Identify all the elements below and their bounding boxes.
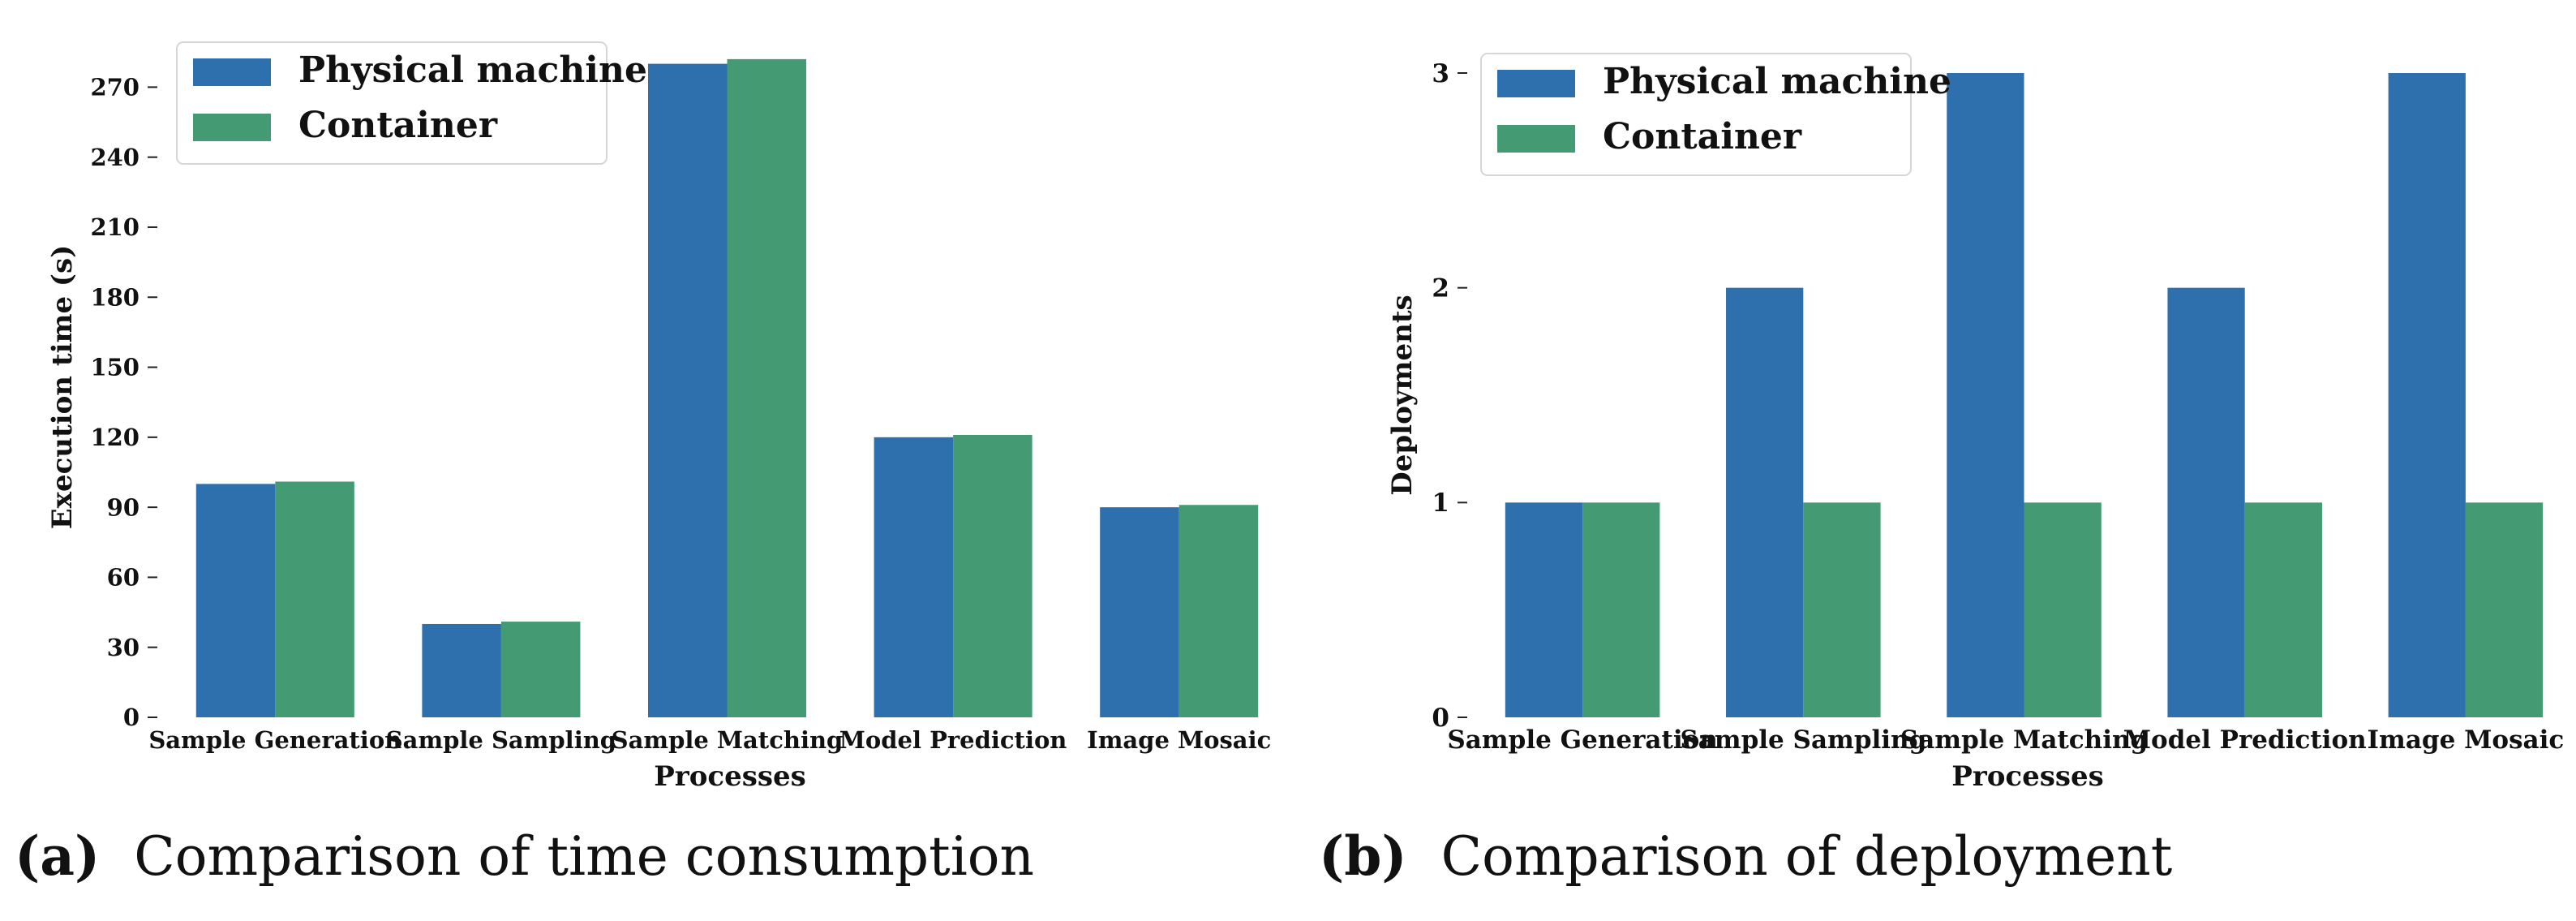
caption-b: (b) Comparison of deployment (1319, 829, 2172, 884)
y-tick-label-5: 150 (90, 354, 140, 381)
bar-physical-1 (422, 623, 501, 717)
y-tick-label-4: 120 (90, 424, 140, 451)
y-tick-label-1: 30 (107, 634, 140, 661)
bar-physical-0 (195, 484, 276, 717)
bar-physical-1 (1726, 287, 1804, 718)
legend-swatch-physical (193, 58, 271, 86)
bar-container-4 (2465, 502, 2544, 717)
bar-container-4 (1179, 505, 1259, 717)
bar-physical-2 (1947, 73, 2024, 717)
legend-label-physical: Physical machine (1603, 61, 1951, 102)
y-tick-label-2: 2 (1432, 274, 1449, 303)
legend-box (1480, 53, 1912, 176)
caption-b-text: Comparison of deployment (1440, 825, 2173, 888)
legend-swatch-physical (1497, 70, 1575, 97)
legend-label-container: Container (1603, 116, 1802, 157)
bar-container-2 (2024, 502, 2102, 717)
y-tick-label-9: 270 (90, 74, 140, 101)
bar-container-2 (727, 58, 807, 717)
caption-b-letter: (b) (1319, 824, 1407, 888)
bar-container-0 (275, 481, 354, 717)
bar-physical-3 (2167, 287, 2245, 718)
x-tick-label-1: Sample Sampling (386, 726, 616, 754)
x-tick-label-3: Model Prediction (2123, 725, 2367, 755)
x-tick-label-3: Model Prediction (839, 726, 1067, 754)
bar-container-3 (953, 434, 1033, 717)
legend-label-container: Container (298, 105, 498, 146)
x-tick-label-0: Sample Generation (148, 726, 401, 754)
legend-swatch-container (193, 114, 271, 141)
x-tick-label-4: Image Mosaic (2368, 725, 2565, 755)
bar-physical-2 (647, 63, 728, 718)
caption-a-text: Comparison of time consumption (134, 825, 1035, 888)
y-tick-label-0: 0 (1432, 704, 1449, 733)
x-tick-label-2: Sample Matching (612, 726, 844, 754)
bar-physical-4 (2388, 73, 2466, 717)
y-tick-label-3: 90 (107, 493, 140, 521)
y-tick-label-6: 180 (90, 283, 140, 311)
x-axis-label: Processes (654, 760, 806, 793)
legend-swatch-container (1497, 125, 1575, 153)
x-tick-label-4: Image Mosaic (1087, 726, 1271, 754)
bar-container-3 (2244, 502, 2322, 717)
legend-box (176, 41, 608, 165)
y-tick-label-7: 210 (90, 213, 140, 241)
bar-container-1 (500, 622, 581, 717)
legend-label-physical: Physical machine (298, 49, 647, 91)
x-tick-label-0: Sample Generation (1447, 725, 1717, 755)
bar-container-1 (1803, 502, 1881, 717)
x-axis-label: Processes (1951, 760, 2104, 793)
y-tick-label-2: 60 (107, 564, 140, 592)
y-tick-label-8: 240 (90, 144, 140, 171)
y-axis-label: Execution time (s) (46, 245, 79, 529)
bar-physical-0 (1505, 502, 1583, 717)
bar-physical-3 (874, 437, 954, 717)
x-tick-label-1: Sample Sampling (1680, 725, 1926, 755)
caption-a-letter: (a) (15, 824, 101, 888)
bar-container-0 (1582, 502, 1660, 717)
x-tick-label-2: Sample Matching (1900, 725, 2148, 755)
y-tick-label-0: 0 (123, 704, 140, 731)
caption-a: (a) Comparison of time consumption (15, 829, 1034, 884)
y-tick-label-3: 3 (1432, 59, 1449, 88)
y-axis-label: Deployments (1386, 295, 1419, 495)
time-consumption-chart: 0 30 60 90 120 150 180 210 240 270 Sample Generati… (46, 41, 1271, 793)
bar-physical-4 (1100, 507, 1179, 717)
y-tick-label-1: 1 (1432, 488, 1449, 518)
